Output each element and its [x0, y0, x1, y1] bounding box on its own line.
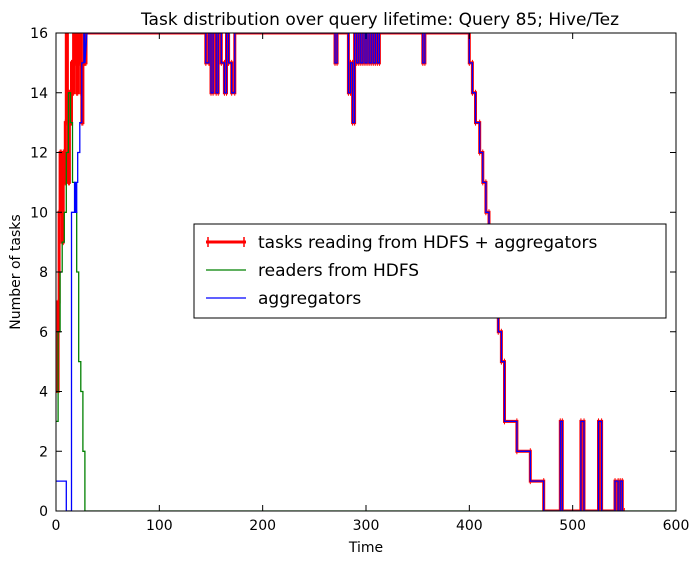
legend: tasks reading from HDFS + aggregators re… [193, 223, 667, 319]
y-tick-label: 14 [30, 86, 48, 102]
y-tick-label: 12 [30, 146, 48, 162]
y-tick-label: 6 [39, 325, 48, 341]
y-tick-label: 10 [30, 205, 48, 221]
series-layer [56, 33, 676, 511]
y-axis: 0 2 4 6 8 10 12 14 16 [30, 26, 676, 520]
x-tick-label: 300 [353, 518, 380, 534]
x-axis-label: Time [348, 540, 383, 556]
y-tick-label: 8 [39, 265, 48, 281]
x-axis: 0 100 200 300 400 500 600 [52, 33, 690, 534]
chart-title: Task distribution over query lifetime: Q… [140, 10, 619, 30]
legend-entry-readers: readers from HDFS [206, 261, 419, 281]
legend-label-combined: tasks reading from HDFS + aggregators [258, 233, 598, 253]
legend-label-aggregators: aggregators [258, 289, 361, 309]
y-tick-label: 16 [30, 26, 48, 42]
legend-entry-combined: tasks reading from HDFS + aggregators [206, 233, 598, 253]
y-tick-label: 0 [39, 504, 48, 520]
x-tick-label: 200 [249, 518, 276, 534]
y-tick-label: 4 [39, 385, 48, 401]
legend-frame [193, 223, 667, 319]
x-tick-label: 600 [663, 518, 690, 534]
x-tick-label: 500 [559, 518, 586, 534]
y-tick-label: 2 [39, 444, 48, 460]
x-tick-label: 0 [52, 518, 61, 534]
y-axis-label: Number of tasks [8, 214, 24, 329]
legend-entry-aggregators: aggregators [206, 289, 361, 309]
legend-label-readers: readers from HDFS [258, 261, 419, 281]
x-tick-label: 400 [456, 518, 483, 534]
x-tick-label: 100 [146, 518, 173, 534]
series-line [56, 33, 625, 511]
series-2 [56, 33, 625, 511]
